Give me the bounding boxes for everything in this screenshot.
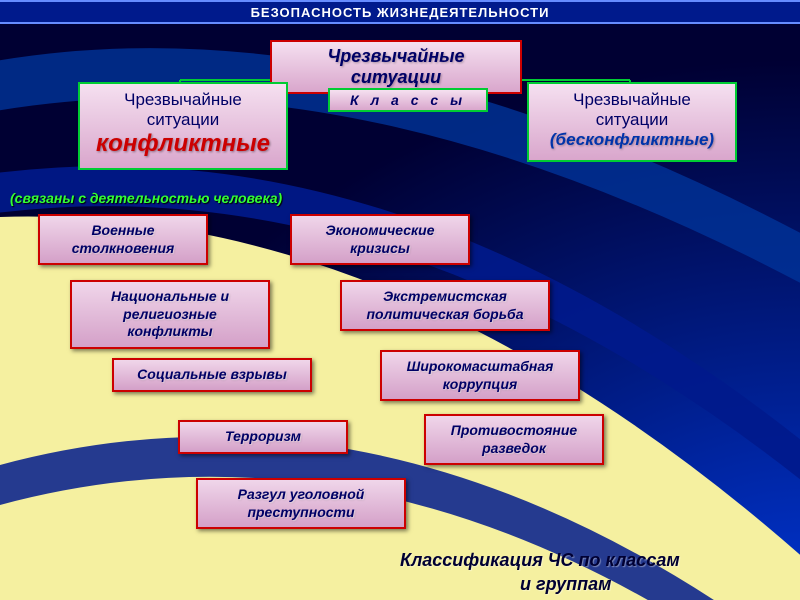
left-class-line1: Чрезвычайные bbox=[90, 90, 276, 110]
main-title-box: Чрезвычайные ситуации bbox=[270, 40, 522, 94]
item-box-7: Противостояние разведок bbox=[424, 414, 604, 465]
left-class-box: Чрезвычайные ситуации конфликтные bbox=[78, 82, 288, 170]
right-class-emph: (бесконфликтные) bbox=[539, 130, 725, 150]
right-class-box: Чрезвычайные ситуации (бесконфликтные) bbox=[527, 82, 737, 162]
classes-label-box: К л а с с ы bbox=[328, 88, 488, 112]
item-box-6: Терроризм bbox=[178, 420, 348, 454]
footer-line1: Классификация ЧС по классам bbox=[400, 550, 680, 571]
item-box-8: Разгул уголовной преступности bbox=[196, 478, 406, 529]
item-box-0: Военные столкновения bbox=[38, 214, 208, 265]
subtitle-green: (связаны с деятельностью человека) bbox=[10, 190, 282, 206]
left-class-emph: конфликтные bbox=[90, 130, 276, 158]
footer-line2: и группам bbox=[520, 574, 611, 595]
right-class-line1: Чрезвычайные bbox=[539, 90, 725, 110]
item-box-1: Экономические кризисы bbox=[290, 214, 470, 265]
right-class-line2: ситуации bbox=[539, 110, 725, 130]
item-box-3: Экстремистская политическая борьба bbox=[340, 280, 550, 331]
left-class-line2: ситуации bbox=[90, 110, 276, 130]
item-box-5: Широкомасштабная коррупция bbox=[380, 350, 580, 401]
item-box-2: Национальные и религиозные конфликты bbox=[70, 280, 270, 349]
header-bar: БЕЗОПАСНОСТЬ ЖИЗНЕДЕЯТЕЛЬНОСТИ bbox=[0, 0, 800, 24]
item-box-4: Социальные взрывы bbox=[112, 358, 312, 392]
